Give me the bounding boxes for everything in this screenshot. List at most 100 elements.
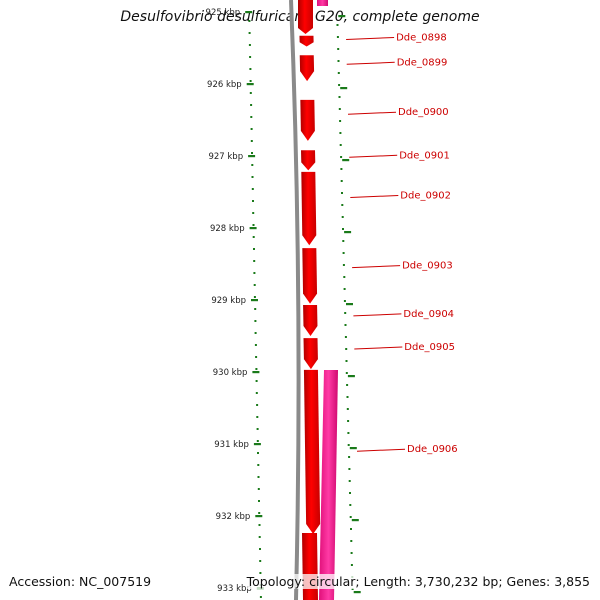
gene-arrow-dde_0903[interactable] xyxy=(302,248,318,304)
gene-label-dde_0902[interactable]: Dde_0902 xyxy=(400,191,451,202)
gene-label-dde_0906[interactable]: Dde_0906 xyxy=(407,444,458,455)
gene-label-dde_0903[interactable]: Dde_0903 xyxy=(402,261,453,272)
scale-label: 925 kbp xyxy=(206,8,241,18)
scale-dot-right xyxy=(342,264,345,266)
scale-dot-right xyxy=(349,516,352,518)
gene-arrow-partial[interactable] xyxy=(298,0,313,34)
scale-dot-left xyxy=(251,164,254,166)
scale-major-tick-right xyxy=(349,447,357,450)
gene-label-dde_0905[interactable]: Dde_0905 xyxy=(404,342,455,353)
gene-label-leader xyxy=(346,37,395,40)
scale-dot-left xyxy=(249,92,252,94)
gene-label-leader xyxy=(352,265,401,269)
reverse-gene-segment[interactable] xyxy=(317,0,328,6)
scale-dot-right xyxy=(344,312,347,314)
scale-label: 927 kbp xyxy=(208,152,243,162)
scale-dot-left xyxy=(253,248,255,250)
gene-arrow-dde_0900[interactable] xyxy=(300,99,315,141)
scale-dot-right xyxy=(339,120,342,122)
gene-arrow-dde_0906[interactable] xyxy=(303,369,321,534)
scale-label: 931 kbp xyxy=(214,440,249,450)
scale-dot-left xyxy=(249,56,252,58)
scale-major-tick-right xyxy=(338,15,346,18)
scale-label: 928 kbp xyxy=(210,224,245,234)
scale-major-tick-right xyxy=(353,591,361,594)
gene-label-leader xyxy=(346,61,395,65)
scale-dot-left xyxy=(253,296,256,298)
scale-dot-right xyxy=(340,180,343,182)
scale-major-tick xyxy=(255,515,263,518)
scale-major-tick-right xyxy=(346,303,353,306)
scale-dot-right xyxy=(340,156,343,158)
scale-dot-right xyxy=(341,192,343,194)
gene-arrow-dde_0899[interactable] xyxy=(299,55,315,82)
scale-dot-right xyxy=(347,444,350,446)
gene-arrow-dde_0898[interactable] xyxy=(299,35,314,47)
scale-dot-right xyxy=(349,492,351,494)
scale-dot-right xyxy=(337,60,340,62)
scale-major-tick xyxy=(251,299,258,302)
scale-major-tick-right xyxy=(340,87,348,90)
scale-dot-right xyxy=(351,588,354,590)
scale-dot-right xyxy=(337,48,340,50)
scale-major-tick-right xyxy=(344,231,352,234)
scale-major-tick xyxy=(248,155,256,158)
scale-dot-left xyxy=(252,200,254,202)
scale-major-tick xyxy=(252,371,260,374)
gene-label-dde_0899[interactable]: Dde_0899 xyxy=(397,57,448,68)
scale-dot-left xyxy=(259,548,261,550)
gene-arrow-dde_0901[interactable] xyxy=(301,150,316,171)
gene-label-leader xyxy=(356,448,406,452)
scale-dot-left xyxy=(249,68,252,70)
gene-label-leader xyxy=(353,313,402,317)
scale-dot-right xyxy=(346,408,349,410)
reverse-gene-segment[interactable] xyxy=(319,370,338,600)
scale-dot-left xyxy=(256,440,259,442)
scale-dot-left xyxy=(254,344,257,346)
scale-dot-left xyxy=(248,32,251,34)
scale-dot-left xyxy=(258,536,261,538)
scale-dot-left xyxy=(250,116,253,118)
scale-dot-left xyxy=(252,224,255,226)
scale-dot-left xyxy=(256,404,259,406)
scale-dot-right xyxy=(336,24,339,26)
scale-dot-left xyxy=(257,476,260,478)
scale-dot-left xyxy=(251,152,253,154)
gene-label-dde_0904[interactable]: Dde_0904 xyxy=(403,309,454,320)
scale-dot-left xyxy=(257,452,259,454)
gene-label-leader xyxy=(354,346,403,350)
scale-dot-left xyxy=(253,272,256,274)
scale-dot-left xyxy=(250,104,253,106)
scale-dot-right xyxy=(350,552,353,554)
scale-dot-left xyxy=(255,368,258,370)
gene-arrow-partial[interactable] xyxy=(302,533,318,600)
scale-dot-right xyxy=(336,36,339,38)
scale-dot-left xyxy=(257,464,260,466)
scale-dot-right xyxy=(346,384,349,386)
gene-label-dde_0898[interactable]: Dde_0898 xyxy=(396,33,447,44)
gene-label-dde_0901[interactable]: Dde_0901 xyxy=(399,150,450,161)
scale-dot-right xyxy=(344,336,347,338)
scale-dot-left xyxy=(252,236,255,238)
scale-dot-left xyxy=(251,176,254,178)
gene-label-leader xyxy=(350,195,399,198)
scale-dot-right xyxy=(342,228,344,230)
gene-label-dde_0900[interactable]: Dde_0900 xyxy=(398,107,449,118)
scale-dot-left xyxy=(254,320,257,322)
gene-arrow-dde_0902[interactable] xyxy=(301,171,317,246)
scale-dot-right xyxy=(342,252,345,254)
gene-label-leader xyxy=(347,111,397,115)
gene-arrow-dde_0904[interactable] xyxy=(303,305,318,336)
gene-arrow-dde_0905[interactable] xyxy=(303,338,318,370)
scale-dot-left xyxy=(248,20,251,22)
scale-dot-left xyxy=(256,428,259,430)
scale-dot-left xyxy=(250,140,253,142)
scale-dot-right xyxy=(338,84,341,86)
scale-dot-right xyxy=(345,348,348,350)
scale-dot-left xyxy=(259,572,262,574)
scale-dot-left xyxy=(257,488,260,490)
scale-dot-left xyxy=(256,416,259,418)
scale-dot-left xyxy=(252,212,255,214)
